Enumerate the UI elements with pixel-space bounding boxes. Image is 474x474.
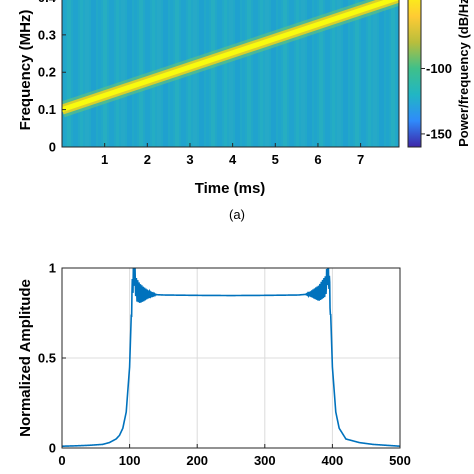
- spectrogram-stripe: [296, 0, 299, 147]
- spectrogram-stripe: [121, 0, 125, 147]
- spectrogram-stripe: [260, 0, 263, 147]
- spectrogram-stripe: [235, 0, 240, 147]
- colorbar-tick-label: -150: [426, 126, 452, 141]
- spectrogram-stripe: [391, 0, 395, 147]
- spectrogram-stripe: [211, 0, 215, 147]
- spectrogram-x-tick-label: 7: [357, 152, 364, 167]
- chirp-line: [62, 0, 399, 118]
- amplitude-y-tick-label: 1: [49, 261, 56, 276]
- spectrogram-y-tick-label: 0.4: [38, 0, 57, 5]
- amplitude-x-tick-label: 400: [322, 453, 344, 468]
- spectrogram-stripe: [217, 0, 222, 147]
- spectrogram-stripe: [67, 0, 71, 147]
- colorbar-tick-label: -100: [426, 61, 452, 76]
- spectrogram-stripe: [373, 0, 377, 147]
- amplitude-y-tick-label: 0: [49, 441, 56, 456]
- spectrogram-stripe: [289, 0, 294, 147]
- amplitude-line: [62, 268, 400, 447]
- spectrogram-stripe: [278, 0, 281, 147]
- spectrogram-stripe: [73, 0, 78, 147]
- spectrogram-stripe: [109, 0, 114, 147]
- spectrogram-stripe: [397, 0, 399, 147]
- spectrogram-stripe: [103, 0, 107, 147]
- spectrogram-stripe: [188, 0, 191, 147]
- spectrogram-y-label: Frequency (MHz): [17, 10, 34, 131]
- spectrogram-x-tick-label: 1: [101, 152, 108, 167]
- spectrogram-x-tick-label: 2: [144, 152, 151, 167]
- spectrogram-stripe: [145, 0, 150, 147]
- spectrogram-stripe: [325, 0, 330, 147]
- amplitude-x-tick-label: 500: [389, 453, 411, 468]
- spectrogram-stripe: [307, 0, 312, 147]
- spectrogram-x-label: Time (ms): [195, 180, 266, 197]
- spectrogram-x-tick-label: 4: [229, 152, 237, 167]
- spectrogram-stripe: [271, 0, 276, 147]
- amplitude-y-ticks: 00.51: [38, 261, 66, 456]
- spectrogram-frame: [61, 0, 400, 148]
- spectrogram-stripe: [368, 0, 371, 147]
- spectrogram-stripe: [314, 0, 317, 147]
- spectrogram-stripe: [98, 0, 101, 147]
- amplitude-y-label: Normalized Amplitude: [17, 279, 34, 437]
- spectrogram-stripes: [62, 0, 399, 147]
- panel-label-a: (a): [229, 207, 245, 222]
- spectrogram-stripe: [301, 0, 305, 147]
- spectrogram-stripe: [229, 0, 233, 147]
- chirp-line-core: [62, 0, 399, 112]
- spectrogram-stripe: [265, 0, 269, 147]
- amplitude-y-tick-label: 0.5: [38, 351, 56, 366]
- colorbar-label: Power/frequency (dB/Hz): [456, 0, 471, 147]
- amplitude-panel: 00.51 0 100 200 300 400 500 Normalized Amplit…: [17, 261, 411, 469]
- spectrogram-stripe: [337, 0, 341, 147]
- spectrogram-stripe: [332, 0, 335, 147]
- amplitude-series: [62, 268, 400, 447]
- spectrogram-stripe: [343, 0, 348, 147]
- spectrogram-stripe: [319, 0, 323, 147]
- spectrogram-stripe: [62, 0, 65, 147]
- spectrogram-y-tick-label: 0.1: [38, 102, 56, 117]
- spectrogram-y-ticks: 0 0.1 0.2 0.3 0.4: [38, 0, 66, 155]
- colorbar: [407, 0, 422, 148]
- spectrogram-stripe: [283, 0, 287, 147]
- spectrogram-stripe: [193, 0, 197, 147]
- spectrogram-stripe: [355, 0, 359, 147]
- amplitude-x-tick-label: 300: [254, 453, 276, 468]
- spectrogram-stripe: [116, 0, 119, 147]
- amplitude-x-ticks: 0 100 200 300 400 500: [58, 444, 411, 468]
- amplitude-x-tick-label: 200: [186, 453, 208, 468]
- spectrogram-stripe: [134, 0, 137, 147]
- spectrogram-stripe: [127, 0, 132, 147]
- spectrogram-panel: 0 0.1 0.2 0.3 0.4 1 2 3 4 5 6 7 Time (ms) Frequenc…: [17, 0, 471, 222]
- spectrogram-x-tick-label: 5: [272, 152, 279, 167]
- spectrogram-y-tick-label: 0: [49, 140, 56, 155]
- colorbar-ticks: -100 -150: [421, 61, 452, 141]
- spectrogram-stripe: [379, 0, 384, 147]
- spectrogram-stripe: [91, 0, 96, 147]
- spectrogram-stripe: [80, 0, 83, 147]
- spectrogram-stripe: [85, 0, 89, 147]
- spectrogram-y-tick-label: 0.3: [38, 27, 56, 42]
- spectrogram-stripe: [253, 0, 258, 147]
- spectrogram-stripe: [247, 0, 251, 147]
- amplitude-x-tick-label: 100: [119, 453, 141, 468]
- spectrogram-stripe: [199, 0, 204, 147]
- spectrogram-stripe: [224, 0, 227, 147]
- spectrogram-x-ticks: 1 2 3 4 5 6 7: [101, 143, 364, 167]
- spectrogram-stripe: [139, 0, 143, 147]
- spectrogram-x-tick-label: 6: [314, 152, 321, 167]
- amplitude-x-tick-label: 0: [58, 453, 65, 468]
- spectrogram-x-tick-label: 3: [186, 152, 193, 167]
- spectrogram-stripe: [361, 0, 366, 147]
- spectrogram-stripe: [242, 0, 245, 147]
- spectrogram-stripe: [152, 0, 155, 147]
- spectrogram-stripe: [350, 0, 353, 147]
- spectrogram-stripe: [206, 0, 209, 147]
- spectrogram-stripe: [386, 0, 389, 147]
- spectrogram-y-tick-label: 0.2: [38, 65, 56, 80]
